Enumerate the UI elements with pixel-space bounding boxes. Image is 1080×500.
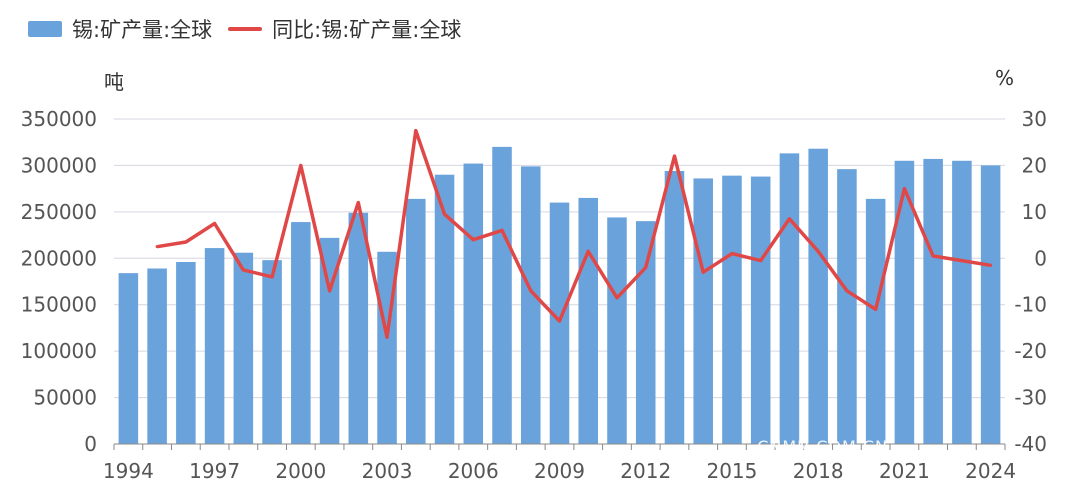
y-left-tick-label: 300000 <box>21 153 97 177</box>
bar <box>779 153 800 444</box>
yoy-point <box>759 259 763 263</box>
bar <box>894 160 915 445</box>
yoy-point <box>328 289 332 293</box>
yoy-point <box>787 217 791 221</box>
bar <box>233 252 254 444</box>
bar <box>607 217 627 444</box>
bar <box>722 175 742 444</box>
x-tick-label: 2006 <box>448 459 499 483</box>
y-right-tick-label: -10 <box>1014 293 1047 317</box>
bar <box>923 158 943 444</box>
y-right-tick-label: -30 <box>1014 386 1047 410</box>
y-left-tick-label: 350000 <box>21 107 97 131</box>
bar <box>750 176 771 445</box>
bar <box>664 171 685 444</box>
bar <box>865 198 886 444</box>
yoy-point <box>644 266 648 270</box>
yoy-point <box>902 187 906 191</box>
legend-bar-swatch <box>28 21 62 37</box>
yoy-point <box>414 129 418 133</box>
bar <box>578 197 599 444</box>
chart-legend: 锡:矿产量:全球 同比:锡:矿产量:全球 <box>28 14 461 44</box>
y-right-tick-label: -20 <box>1014 339 1047 363</box>
legend-item-bar[interactable]: 锡:矿产量:全球 <box>28 14 212 44</box>
yoy-line <box>156 128 991 339</box>
yoy-point <box>500 228 504 232</box>
y-left-tick-label: 0 <box>84 432 97 456</box>
x-tick-label: 2000 <box>275 459 326 483</box>
yoy-point <box>672 154 676 158</box>
yoy-point <box>845 289 849 293</box>
yoy-point <box>270 275 274 279</box>
bar <box>808 148 828 444</box>
bar <box>980 165 1001 444</box>
yoy-point <box>299 163 303 167</box>
yoy-point <box>385 335 389 339</box>
yoy-point <box>874 307 878 311</box>
bar <box>291 222 311 444</box>
x-tick-label: 2024 <box>965 459 1016 483</box>
yoy-point <box>471 238 475 242</box>
bar <box>204 248 225 444</box>
yoy-point <box>529 289 533 293</box>
y-left-tick-label: 150000 <box>21 293 97 317</box>
bar <box>319 237 340 444</box>
x-tick-label: 2021 <box>879 459 930 483</box>
bar <box>463 163 484 445</box>
right-axis-unit: % <box>995 66 1015 90</box>
yoy-point <box>960 259 964 263</box>
yoy-point <box>241 268 245 272</box>
legend-item-line[interactable]: 同比:锡:矿产量:全球 <box>228 14 461 44</box>
x-tick-label: 1994 <box>103 459 154 483</box>
bar <box>520 166 541 444</box>
bar <box>492 146 512 444</box>
bar <box>147 268 167 444</box>
y-right-tick-label: 20 <box>1022 153 1047 177</box>
bar <box>693 178 713 444</box>
yoy-point <box>184 240 188 244</box>
y-right-tick-label: 10 <box>1022 200 1047 224</box>
x-tick-label: 2012 <box>620 459 671 483</box>
bar <box>837 169 857 444</box>
bar <box>434 174 455 444</box>
yoy-point <box>155 245 159 249</box>
bar <box>406 198 426 444</box>
yoy-point <box>931 254 935 258</box>
yoy-point <box>701 270 705 274</box>
legend-line-label: 同比:锡:矿产量:全球 <box>272 18 462 42</box>
legend-bar-label: 锡:矿产量:全球 <box>72 18 213 42</box>
y-left-tick-label: 200000 <box>21 246 97 270</box>
yoy-point <box>443 212 447 216</box>
bar <box>348 212 369 444</box>
y-right-tick-label: -40 <box>1014 432 1047 456</box>
bar <box>118 273 139 444</box>
x-tick-label: 2018 <box>793 459 844 483</box>
x-tick-label: 2009 <box>534 459 585 483</box>
bar <box>952 160 972 445</box>
bar <box>176 262 196 444</box>
y-left-tick-label: 50000 <box>33 386 97 410</box>
watermark-text: CNMN.COM.CN <box>757 437 888 456</box>
bar <box>549 202 570 444</box>
yoy-point <box>816 249 820 253</box>
left-axis-unit: 吨 <box>104 70 124 94</box>
yoy-point <box>213 221 217 225</box>
y-left-tick-label: 100000 <box>21 339 97 363</box>
y-right-tick-label: 30 <box>1022 107 1047 131</box>
bar <box>262 260 282 444</box>
yoy-point <box>615 296 619 300</box>
yoy-point <box>558 319 561 323</box>
bar <box>635 221 656 444</box>
y-right-tick-label: 0 <box>1034 246 1047 270</box>
x-tick-label: 2003 <box>362 459 413 483</box>
yoy-point <box>730 252 734 256</box>
x-tick-label: 1997 <box>189 459 240 483</box>
yoy-point <box>356 201 360 205</box>
yoy-point <box>586 249 590 253</box>
y-left-tick-label: 250000 <box>21 200 97 224</box>
x-tick-label: 2015 <box>706 459 757 483</box>
yoy-point <box>989 263 993 267</box>
legend-line-swatch <box>228 27 263 31</box>
